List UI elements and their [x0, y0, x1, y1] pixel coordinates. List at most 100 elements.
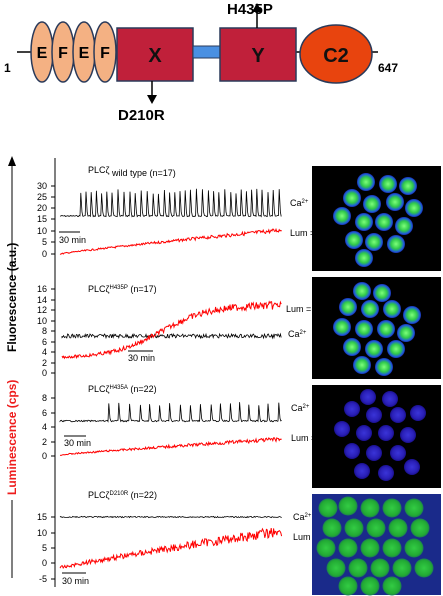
lum-value-label: Lum = 1.7	[291, 433, 331, 443]
egg-cell	[366, 518, 386, 538]
d210r-arrow-head	[147, 95, 157, 104]
ef-letter-1: E	[37, 45, 48, 62]
tick-label: 5	[42, 237, 47, 247]
egg-cell	[392, 558, 412, 578]
calcium-trace	[59, 402, 282, 423]
tick-label: 8	[42, 393, 47, 403]
egg-cell	[357, 173, 375, 191]
tick-label: 6	[42, 337, 47, 347]
tick-marks	[51, 397, 55, 457]
luminescence-trace	[59, 437, 282, 456]
egg-cell	[354, 463, 370, 479]
egg-cell	[390, 445, 406, 461]
tick-label: 10	[37, 528, 47, 538]
egg-cell	[353, 282, 371, 300]
panel-d210r: PLCζD210R (n=22) 15 10 5 0 -5 Ca2+ Lum =…	[37, 490, 333, 586]
egg-cell	[355, 249, 373, 267]
egg-cell	[322, 518, 342, 538]
luminescence-axis-label: Luminescence (cps)	[5, 380, 19, 495]
egg-cell	[365, 340, 383, 358]
h435p-arrow-head	[252, 3, 262, 12]
egg-cell	[410, 405, 426, 421]
mutation-bottom-label: D210R	[118, 107, 165, 124]
tick-label: 4	[42, 347, 47, 357]
egg-cell	[403, 306, 421, 324]
calcium-label: Ca2+	[290, 198, 309, 208]
y-domain-box	[219, 27, 297, 82]
egg-cell	[387, 235, 405, 253]
egg-cell	[344, 518, 364, 538]
ef-hand-group: E F E F	[30, 21, 117, 83]
mutation-top-label: H435P	[227, 1, 273, 18]
lum-value-label: Lum = 7.3	[290, 228, 330, 238]
xy-linker	[192, 45, 221, 59]
calcium-trace	[61, 332, 282, 340]
tick-labels: 30 25 20 15 10 5 0	[37, 181, 55, 259]
egg-cell	[378, 465, 394, 481]
egg-cell	[355, 320, 373, 338]
micrograph-background	[312, 385, 441, 488]
calcium-trace	[59, 188, 282, 218]
tick-label: 10	[37, 316, 47, 326]
egg-cell	[366, 407, 382, 423]
egg-cell	[375, 213, 393, 231]
egg-cluster	[333, 173, 423, 267]
tick-label: 5	[42, 543, 47, 553]
tick-label: 14	[37, 295, 47, 305]
tick-label: 15	[37, 214, 47, 224]
egg-cell	[397, 324, 415, 342]
panel-h435a: PLCζH435A (n=22) 8 6 4 2 0 Ca2+ Lum = 1.…	[42, 384, 331, 461]
egg-cell	[360, 498, 380, 518]
egg-cell	[377, 320, 395, 338]
egg-cell	[375, 358, 393, 376]
calcium-label: Ca2+	[288, 329, 307, 339]
micrograph-wild-type	[312, 166, 441, 271]
panel-title: PLCζD210R (n=22)	[88, 490, 157, 500]
end-label: 647	[378, 61, 398, 75]
fluorescence-axis-label: Fluorescence (a.u.)	[5, 243, 19, 352]
egg-cell	[348, 558, 368, 578]
egg-cell	[395, 217, 413, 235]
tick-label: -5	[39, 574, 47, 584]
tick-label: 6	[42, 408, 47, 418]
egg-cell	[366, 445, 382, 461]
c2-domain-label: C2	[323, 45, 349, 67]
egg-cell	[373, 284, 391, 302]
egg-cell	[405, 199, 423, 217]
tick-label: 4	[42, 422, 47, 432]
tick-label: 10	[37, 226, 47, 236]
egg-cell	[382, 538, 402, 558]
egg-cell	[382, 498, 402, 518]
egg-cell	[410, 518, 430, 538]
egg-cell	[365, 233, 383, 251]
egg-cell	[399, 177, 417, 195]
tick-label: 0	[42, 368, 47, 378]
egg-cell	[361, 300, 379, 318]
egg-cell	[333, 207, 351, 225]
tick-label: 20	[37, 203, 47, 213]
egg-cell	[400, 427, 416, 443]
egg-cell	[334, 421, 350, 437]
egg-cluster	[316, 496, 434, 596]
panel-h435p: PLCζH435P (n=17) 16 14 12 10 8 6 4 2 0 L…	[37, 284, 331, 378]
panel-title: PLCζ wild type (n=17)	[88, 165, 176, 178]
egg-cell	[390, 407, 406, 423]
egg-cell	[386, 193, 404, 211]
egg-cell	[339, 298, 357, 316]
calcium-trace	[59, 515, 282, 519]
egg-cell	[343, 189, 361, 207]
time-scale-label: 30 min	[128, 353, 155, 363]
ef-hand-4	[93, 21, 117, 83]
egg-cell	[344, 443, 360, 459]
tick-labels: 15 10 5 0 -5	[37, 512, 55, 584]
tick-label: 2	[42, 437, 47, 447]
egg-cell	[414, 558, 434, 578]
tick-label: 2	[42, 358, 47, 368]
time-scale-label: 30 min	[62, 576, 89, 586]
panel-title: PLCζH435P (n=17)	[88, 284, 157, 294]
egg-cell	[318, 498, 338, 518]
tick-label: 15	[37, 512, 47, 522]
egg-cell	[404, 459, 420, 475]
luminescence-trace	[61, 300, 282, 360]
